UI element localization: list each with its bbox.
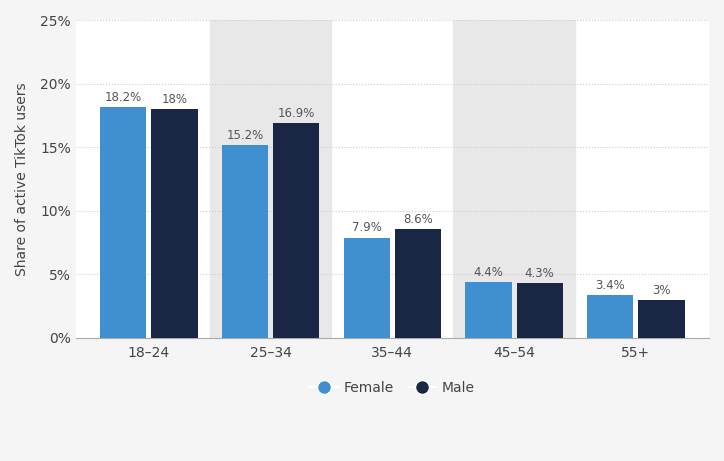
Text: 16.9%: 16.9% [277, 107, 315, 120]
Bar [517, 284, 563, 338]
Bar [344, 238, 390, 338]
Bar [222, 145, 268, 338]
Y-axis label: Share of active TikTok users: Share of active TikTok users [15, 83, 29, 276]
Bar [639, 300, 685, 338]
Text: 18.2%: 18.2% [104, 91, 142, 104]
Bar [151, 109, 198, 338]
Bar [273, 124, 319, 338]
Text: 4.4%: 4.4% [473, 266, 503, 279]
Text: 18%: 18% [161, 93, 188, 106]
Bar [210, 20, 332, 338]
Text: 3.4%: 3.4% [595, 278, 626, 292]
Legend: Female, Male: Female, Male [305, 376, 480, 401]
Text: 8.6%: 8.6% [403, 213, 433, 225]
Text: 7.9%: 7.9% [352, 221, 382, 235]
Bar [587, 295, 634, 338]
Bar [395, 229, 441, 338]
Bar [100, 107, 146, 338]
Text: 4.3%: 4.3% [525, 267, 555, 280]
Text: 15.2%: 15.2% [227, 129, 264, 142]
Text: 3%: 3% [652, 284, 670, 297]
Bar [453, 20, 575, 338]
Bar [466, 282, 512, 338]
